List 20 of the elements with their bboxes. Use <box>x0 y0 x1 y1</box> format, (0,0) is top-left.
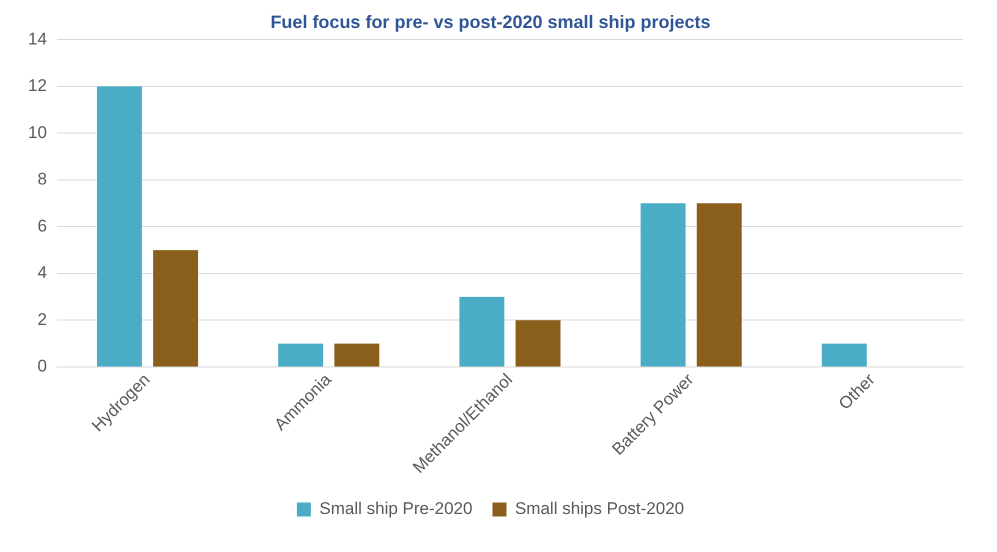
bar <box>153 250 198 367</box>
y-tick-label: 2 <box>37 310 47 329</box>
bar <box>516 320 561 367</box>
y-tick-label: 0 <box>37 356 47 376</box>
y-tick-label: 14 <box>28 29 47 48</box>
bar <box>96 86 142 367</box>
bar <box>640 203 686 367</box>
legend-label: Small ships Post-2020 <box>514 499 684 518</box>
y-tick-label: 8 <box>37 170 47 189</box>
bar <box>822 344 867 367</box>
legend-label: Small ship Pre-2020 <box>319 499 472 518</box>
bar <box>696 203 742 367</box>
y-tick-label: 4 <box>37 263 47 282</box>
y-tick-label: 10 <box>28 122 47 142</box>
chart-title: Fuel focus for pre- vs post-2020 small ship projects <box>270 12 711 32</box>
bar <box>459 296 504 367</box>
bar <box>334 344 380 367</box>
y-tick-label: 6 <box>37 216 47 236</box>
bar <box>278 344 324 367</box>
y-tick-label: 12 <box>28 76 47 96</box>
